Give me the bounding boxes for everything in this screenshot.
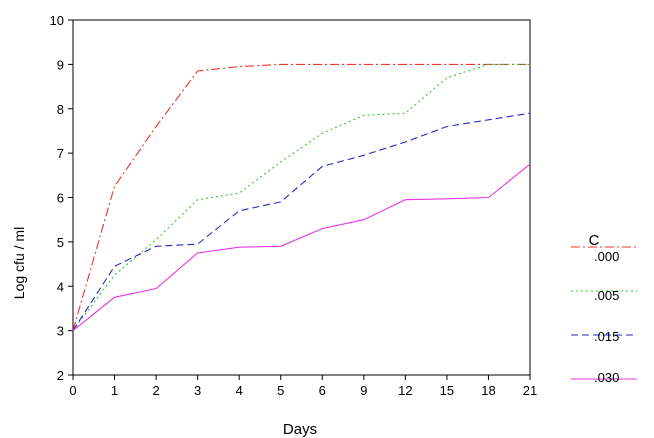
legend-title: C (589, 232, 600, 249)
plot-area (72, 19, 531, 376)
x-axis: 0 1 2 3 4 5 6 9 12 15 18 21 (69, 375, 537, 398)
x-tick-label: 0 (69, 383, 76, 398)
x-tick-label: 6 (319, 383, 326, 398)
x-axis-label: Days (283, 421, 317, 438)
y-tick-label: 9 (57, 57, 64, 72)
x-tick-label: 18 (481, 383, 495, 398)
series-layer (72, 63, 531, 332)
legend: C .000 .005 .015 .030 (571, 232, 637, 385)
x-tick-label: 21 (523, 383, 537, 398)
legend-label-0: .000 (594, 249, 619, 264)
y-tick-label: 5 (57, 235, 64, 250)
y-tick-label: 4 (57, 279, 64, 294)
y-axis: 2 3 4 5 6 7 8 9 10 (50, 13, 73, 383)
y-tick-label: 3 (57, 324, 64, 339)
series-line-1 (72, 63, 530, 331)
y-tick-label: 8 (57, 102, 64, 117)
legend-label-2: .015 (594, 329, 619, 344)
x-tick-label: 12 (398, 383, 412, 398)
y-tick-label: 7 (57, 146, 64, 161)
y-tick-label: 2 (57, 368, 64, 383)
x-tick-label: 9 (360, 383, 367, 398)
y-tick-label: 10 (50, 13, 64, 28)
series-line-3 (72, 163, 531, 332)
legend-label-3: .030 (594, 370, 619, 385)
x-tick-label: 15 (440, 383, 454, 398)
x-tick-label: 2 (152, 383, 159, 398)
y-tick-label: 6 (57, 191, 64, 206)
x-tick-label: 1 (111, 383, 118, 398)
series-line-2 (72, 112, 531, 331)
series-line-0 (72, 63, 530, 331)
legend-label-1: .005 (594, 288, 619, 303)
x-tick-label: 4 (236, 383, 243, 398)
x-tick-label: 5 (277, 383, 284, 398)
x-tick-label: 3 (194, 383, 201, 398)
y-axis-label: Log cfu / ml (11, 227, 27, 299)
